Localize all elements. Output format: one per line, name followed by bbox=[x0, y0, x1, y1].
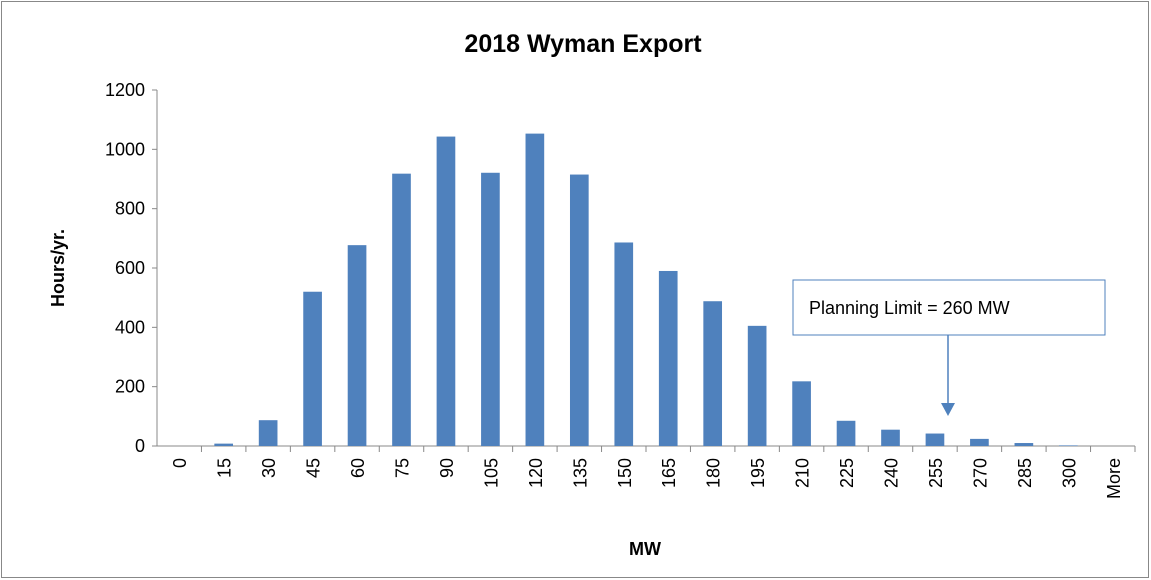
bar bbox=[481, 172, 500, 446]
y-tick-label: 400 bbox=[115, 317, 145, 337]
annotation-box bbox=[792, 279, 1106, 336]
x-tick-label: 285 bbox=[1015, 458, 1035, 488]
x-tick-label: 15 bbox=[215, 458, 235, 478]
x-tick-label: 75 bbox=[393, 458, 413, 478]
x-tick-label: 45 bbox=[304, 458, 324, 478]
x-tick-label: 225 bbox=[837, 458, 857, 488]
x-tick-label: 90 bbox=[437, 458, 457, 478]
bar bbox=[658, 270, 678, 446]
x-tick-label: 135 bbox=[570, 458, 590, 488]
bar bbox=[703, 301, 723, 446]
bar bbox=[881, 429, 900, 446]
chart-title: 2018 Wyman Export bbox=[464, 30, 702, 58]
x-tick-label: 195 bbox=[748, 458, 768, 488]
x-axis-label: MW bbox=[629, 539, 661, 559]
bar bbox=[303, 291, 322, 446]
x-tick-label: 120 bbox=[526, 458, 546, 488]
x-tick-label: 165 bbox=[659, 458, 679, 488]
bar bbox=[747, 325, 767, 446]
bar bbox=[1014, 443, 1034, 446]
x-tick-label: 60 bbox=[348, 458, 368, 478]
bar bbox=[836, 420, 856, 446]
x-tick-label: 30 bbox=[259, 458, 279, 478]
bar bbox=[970, 438, 989, 446]
x-tick-label: 105 bbox=[481, 458, 501, 488]
y-tick-label: 200 bbox=[115, 377, 145, 397]
bar bbox=[614, 242, 634, 446]
x-tick-label: 150 bbox=[615, 458, 635, 488]
x-tick-label: 300 bbox=[1059, 458, 1079, 488]
y-tick-label: 800 bbox=[115, 199, 145, 219]
bar bbox=[569, 174, 589, 447]
x-tick-label: 270 bbox=[970, 458, 990, 488]
bar bbox=[392, 173, 411, 446]
bar bbox=[525, 133, 545, 447]
y-tick-label: 1000 bbox=[105, 139, 145, 159]
x-tick-label: 240 bbox=[882, 458, 902, 488]
y-axis-label: Hours/yr. bbox=[48, 229, 68, 307]
bar bbox=[214, 443, 234, 446]
y-tick-label: 600 bbox=[115, 258, 145, 278]
x-tick-label: 0 bbox=[170, 458, 190, 468]
y-tick-label: 0 bbox=[135, 436, 145, 456]
annotation-text: Planning Limit = 260 MW bbox=[809, 298, 1010, 318]
bar bbox=[1058, 445, 1078, 446]
bar bbox=[436, 136, 456, 446]
annotation-arrowhead bbox=[941, 403, 955, 416]
bar bbox=[792, 381, 811, 446]
y-tick-label: 1200 bbox=[105, 80, 145, 100]
x-tick-label: More bbox=[1104, 458, 1124, 499]
bar bbox=[925, 433, 945, 446]
x-tick-label: 210 bbox=[793, 458, 813, 488]
bar bbox=[258, 420, 278, 446]
x-tick-label: 255 bbox=[926, 458, 946, 488]
x-tick-label: 180 bbox=[704, 458, 724, 488]
bar bbox=[347, 245, 367, 446]
